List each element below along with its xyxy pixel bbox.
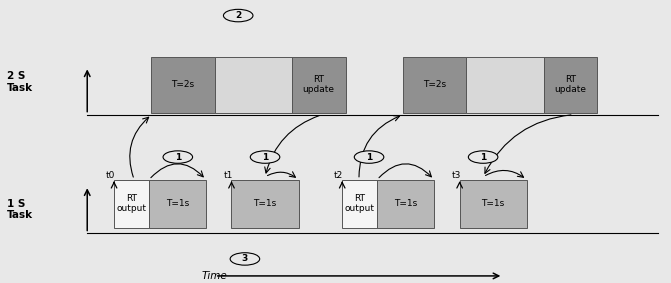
Bar — [231, 180, 299, 228]
Bar — [403, 57, 466, 113]
Text: 1 S
Task: 1 S Task — [7, 199, 33, 220]
Text: 1: 1 — [366, 153, 372, 162]
Text: 2: 2 — [235, 11, 242, 20]
Text: T=2s: T=2s — [423, 80, 446, 89]
Text: T=1s: T=1s — [482, 199, 505, 208]
Text: 3: 3 — [242, 254, 248, 263]
Text: t1: t1 — [223, 171, 233, 180]
Bar — [460, 180, 527, 228]
Text: 1: 1 — [480, 153, 486, 162]
Bar — [151, 57, 215, 113]
Text: T=2s: T=2s — [171, 80, 195, 89]
Text: T=1s: T=1s — [166, 199, 189, 208]
Bar — [215, 57, 292, 113]
Text: RT
update: RT update — [554, 75, 586, 95]
Circle shape — [230, 253, 260, 265]
Text: t3: t3 — [452, 171, 461, 180]
Text: Time: Time — [201, 271, 227, 281]
Text: RT
output: RT output — [117, 194, 146, 213]
Circle shape — [354, 151, 384, 163]
Text: t2: t2 — [334, 171, 344, 180]
Circle shape — [468, 151, 498, 163]
Text: t0: t0 — [106, 171, 115, 180]
Circle shape — [223, 9, 253, 22]
Bar — [114, 180, 149, 228]
Text: T=1s: T=1s — [394, 199, 417, 208]
Bar — [342, 180, 377, 228]
Bar — [292, 57, 346, 113]
Bar — [466, 57, 544, 113]
Text: 1: 1 — [174, 153, 181, 162]
Bar — [377, 180, 434, 228]
Text: 2 S
Task: 2 S Task — [7, 71, 33, 93]
Text: RT
update: RT update — [303, 75, 335, 95]
Bar — [149, 180, 206, 228]
Circle shape — [250, 151, 280, 163]
Text: RT
output: RT output — [345, 194, 374, 213]
Text: T=1s: T=1s — [254, 199, 276, 208]
Text: 1: 1 — [262, 153, 268, 162]
Bar — [544, 57, 597, 113]
Circle shape — [163, 151, 193, 163]
